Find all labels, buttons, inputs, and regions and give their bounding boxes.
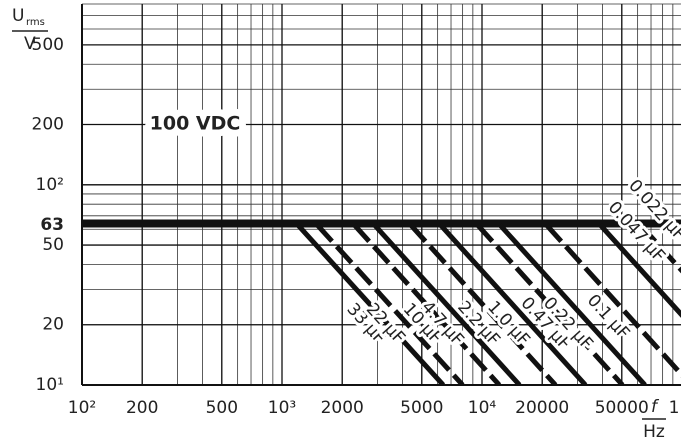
series-line — [295, 223, 446, 385]
y-tick-label: 10² — [36, 175, 64, 195]
series-line — [544, 223, 681, 378]
series-line — [352, 223, 502, 385]
y-tick-label: 200 — [32, 115, 64, 135]
y-label-main: U — [12, 6, 24, 26]
y-tick-label: 63 — [40, 215, 64, 235]
x-tick-label: 20000 — [515, 398, 569, 418]
y-tick-label: 500 — [32, 35, 64, 55]
grid — [81, 3, 681, 386]
x-label-main: f — [651, 397, 660, 417]
x-tick-label: 2000 — [321, 398, 364, 418]
x-tick-label: 500 — [206, 398, 238, 418]
series-line — [475, 223, 625, 385]
y-tick-label: 10¹ — [36, 375, 64, 395]
x-axis-title: f Hz — [642, 397, 666, 442]
series-line — [598, 223, 681, 318]
series-line — [372, 223, 522, 385]
x-tick-label: 50000 — [595, 398, 649, 418]
x-tick-label: 200 — [126, 398, 158, 418]
y-tick-label: 50 — [42, 235, 64, 255]
annotation: 100 VDC — [150, 113, 241, 135]
x-tick-label: 1 — [669, 398, 680, 418]
series-line — [315, 223, 465, 385]
y-label-unit: V — [24, 34, 36, 54]
x-tick-label: 10³ — [268, 398, 296, 418]
x-tick-label: 10⁴ — [468, 398, 497, 418]
x-label-unit: Hz — [643, 422, 665, 442]
series-line — [638, 223, 681, 274]
series-line — [408, 223, 558, 385]
y-axis-title: U rms V — [12, 6, 48, 54]
series-line — [438, 223, 588, 385]
x-tick-label: 10² — [68, 398, 96, 418]
plot-area — [295, 223, 681, 385]
x-tick-label: 5000 — [400, 398, 443, 418]
series-line — [498, 223, 647, 385]
y-tick-label: 20 — [42, 315, 64, 335]
y-label-subscript: rms — [26, 17, 45, 28]
